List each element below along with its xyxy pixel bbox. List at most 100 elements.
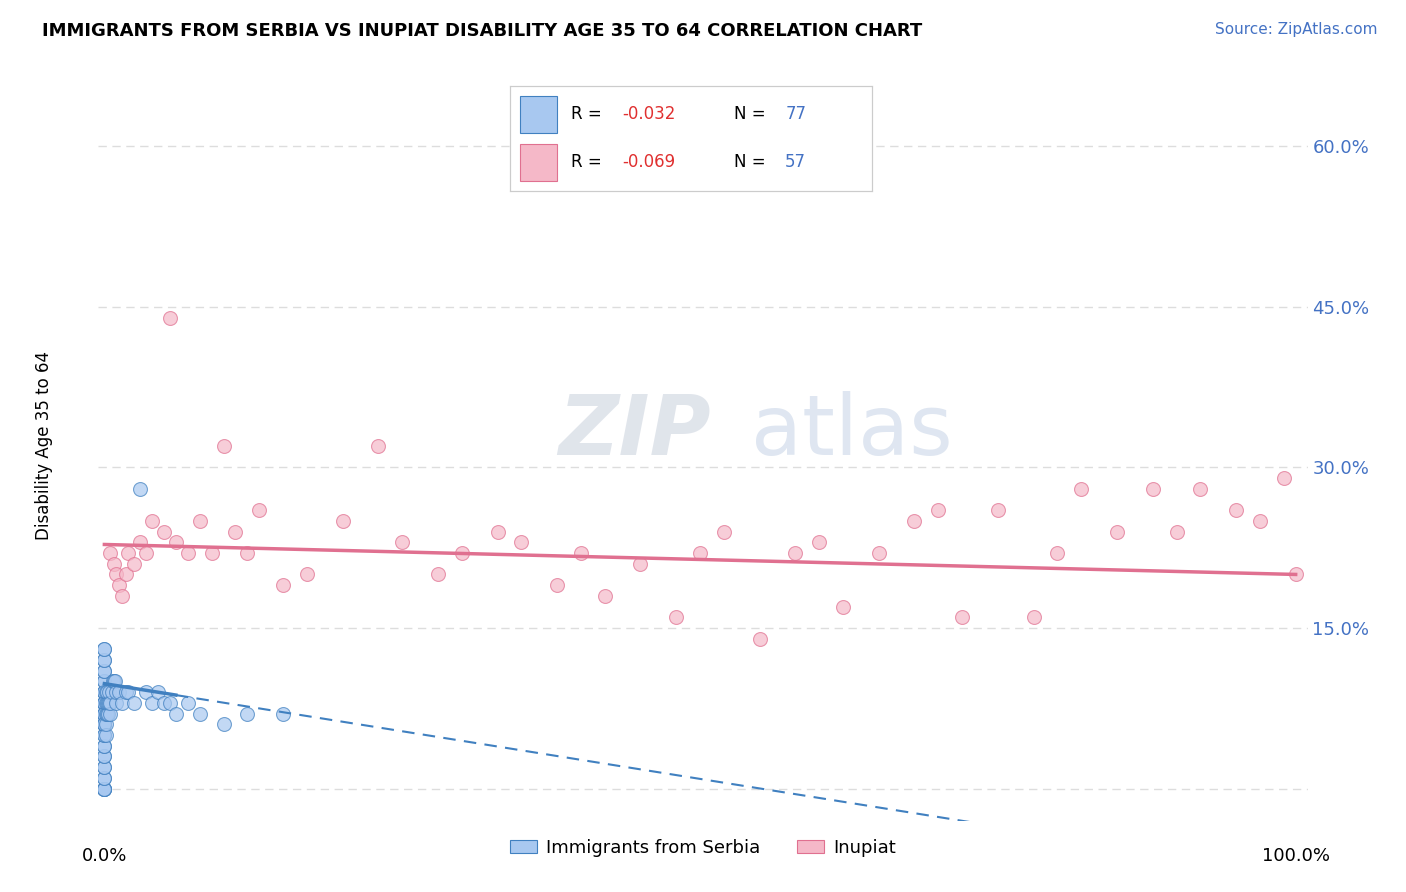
Point [93,664,115,678]
Point [593,589,616,603]
Point [93,781,115,796]
Point [271,578,294,592]
Point [93,760,115,774]
Point [93,674,115,689]
Point [107,685,129,699]
Point [987,503,1010,517]
Point [135,685,157,699]
Point [927,503,949,517]
Point [96,706,118,721]
Point [212,439,235,453]
Point [114,567,136,582]
Point [93,771,115,785]
Point [391,535,413,549]
Point [98,546,121,560]
Point [93,696,115,710]
Point [93,642,115,657]
Point [104,674,127,689]
Point [94,728,117,742]
Text: 0.0%: 0.0% [82,847,127,865]
Point [135,546,157,560]
Point [950,610,973,624]
Point [93,728,115,742]
Point [93,781,115,796]
Point [93,728,115,742]
Point [271,706,294,721]
Point [1070,482,1092,496]
Point [111,589,134,603]
Point [93,706,115,721]
Point [236,706,259,721]
Point [97,696,120,710]
Text: Source: ZipAtlas.com: Source: ZipAtlas.com [1215,22,1378,37]
Point [96,696,118,710]
Point [486,524,509,539]
Point [93,706,115,721]
Point [748,632,770,646]
Point [94,696,117,710]
Point [105,567,128,582]
Point [93,653,115,667]
Point [96,685,118,699]
Point [93,664,115,678]
Point [94,717,117,731]
Point [1142,482,1164,496]
Point [93,706,115,721]
Point [689,546,711,560]
Point [510,535,533,549]
Point [1249,514,1271,528]
Point [1022,610,1045,624]
Point [129,482,152,496]
Point [93,685,115,699]
Point [630,557,652,571]
Point [165,535,187,549]
Point [93,685,115,699]
Point [93,706,115,721]
Text: Disability Age 35 to 64: Disability Age 35 to 64 [35,351,53,541]
Point [146,685,169,699]
Point [93,696,115,710]
Point [105,696,128,710]
Point [93,717,115,731]
Point [111,696,134,710]
Point [212,717,235,731]
Point [1166,524,1188,539]
Point [188,706,211,721]
Point [808,535,831,549]
Point [93,781,115,796]
Point [1285,567,1308,582]
Point [159,310,181,325]
Point [546,578,568,592]
Point [93,685,115,699]
Point [103,557,125,571]
Point [98,696,121,710]
Point [713,524,735,539]
Point [93,696,115,710]
Point [177,546,200,560]
Point [101,674,124,689]
Point [93,642,115,657]
Point [93,771,115,785]
Point [426,567,449,582]
Point [200,546,222,560]
Point [832,599,855,614]
Point [236,546,259,560]
Point [868,546,890,560]
Point [93,717,115,731]
Point [188,514,211,528]
Point [159,696,181,710]
Point [295,567,318,582]
Point [93,674,115,689]
Point [93,739,115,753]
Point [117,546,139,560]
Point [165,706,187,721]
Point [100,685,122,699]
Point [98,696,121,710]
Point [93,749,115,764]
Point [177,696,200,710]
Point [98,706,121,721]
Legend: Immigrants from Serbia, Inupiat: Immigrants from Serbia, Inupiat [503,831,903,864]
Point [93,717,115,731]
Point [153,696,176,710]
Point [569,546,592,560]
